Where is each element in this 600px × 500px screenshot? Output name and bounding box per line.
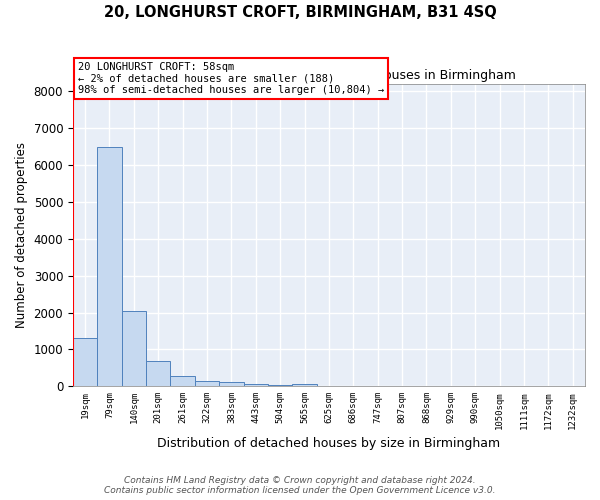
X-axis label: Distribution of detached houses by size in Birmingham: Distribution of detached houses by size … — [157, 437, 500, 450]
Bar — [219, 382, 244, 386]
Text: 20, LONGHURST CROFT, BIRMINGHAM, B31 4SQ: 20, LONGHURST CROFT, BIRMINGHAM, B31 4SQ — [104, 5, 496, 20]
Bar — [292, 384, 317, 386]
Bar — [244, 384, 268, 386]
Bar — [73, 338, 97, 386]
Bar — [97, 146, 122, 386]
Title: Size of property relative to detached houses in Birmingham: Size of property relative to detached ho… — [142, 68, 516, 82]
Text: Contains HM Land Registry data © Crown copyright and database right 2024.
Contai: Contains HM Land Registry data © Crown c… — [104, 476, 496, 495]
Y-axis label: Number of detached properties: Number of detached properties — [15, 142, 28, 328]
Bar — [170, 376, 195, 386]
Bar — [122, 310, 146, 386]
Bar — [195, 382, 219, 386]
Bar — [146, 362, 170, 386]
Text: 20 LONGHURST CROFT: 58sqm
← 2% of detached houses are smaller (188)
98% of semi-: 20 LONGHURST CROFT: 58sqm ← 2% of detach… — [78, 62, 384, 95]
